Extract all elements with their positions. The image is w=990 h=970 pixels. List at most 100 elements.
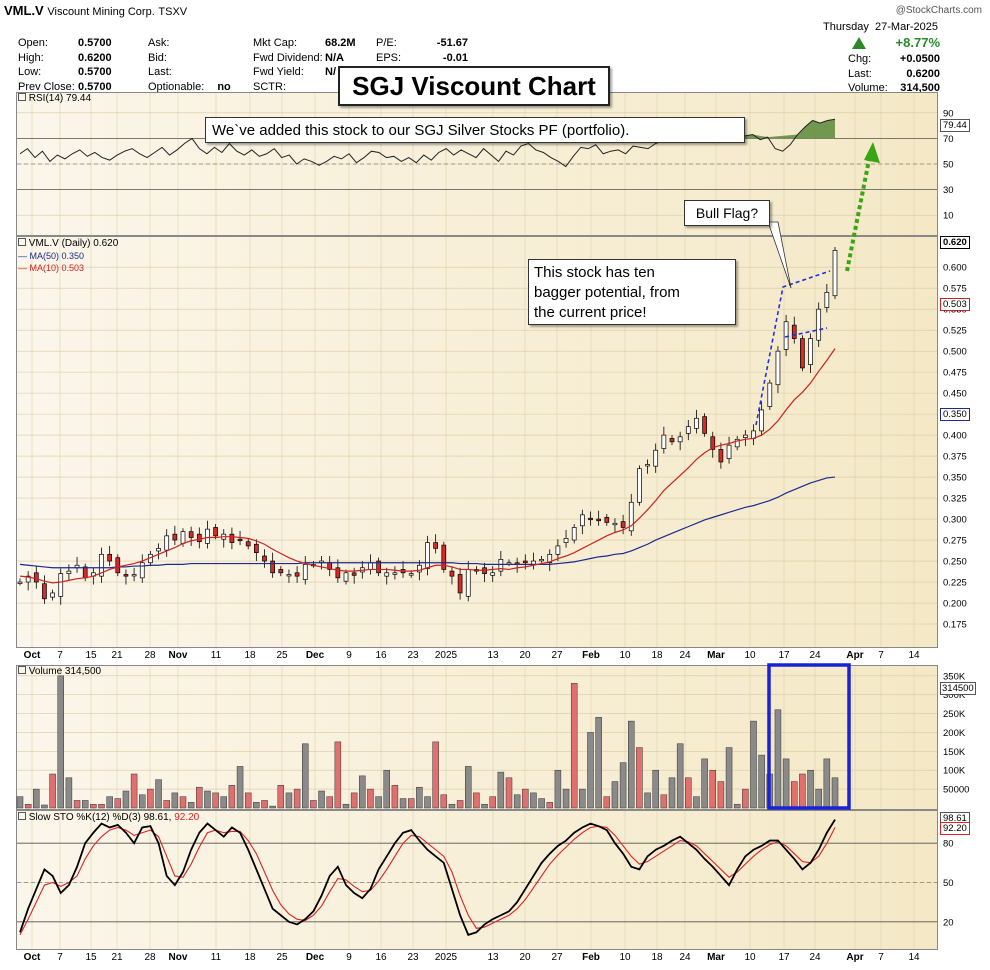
volume-highlight-box xyxy=(767,663,851,810)
price-candle xyxy=(620,521,626,528)
price-candle xyxy=(498,559,504,572)
volume-bar xyxy=(717,781,725,809)
volume-bar xyxy=(155,779,162,809)
price-tick-label: 0.175 xyxy=(943,620,967,631)
volume-bar xyxy=(815,788,822,809)
x-tick-label: 14 xyxy=(908,650,920,661)
volume-bar xyxy=(139,794,146,809)
volume-bar xyxy=(212,792,219,809)
price-candle xyxy=(465,569,471,597)
field-value: -0.01 xyxy=(442,51,468,64)
volume-bar xyxy=(310,800,317,809)
price-tick-label: 0.375 xyxy=(943,452,967,463)
price-candle xyxy=(164,535,170,551)
x-tick-label: 16 xyxy=(375,952,387,963)
price-candle xyxy=(596,518,602,522)
x-tick-label: 10 xyxy=(744,650,756,661)
x-tick-label: 23 xyxy=(407,650,419,661)
volume-bar xyxy=(636,747,643,809)
fund-field-labels: Mkt Cap: Fwd Dividend: Fwd Yield: SCTR: xyxy=(253,36,323,94)
volume-bar xyxy=(424,796,431,809)
volume-bar xyxy=(130,773,138,809)
field-label: Prev Close: xyxy=(18,80,75,93)
field-label: P/E: xyxy=(376,37,397,49)
volume-bar xyxy=(489,796,496,809)
volume-bar xyxy=(16,796,24,809)
volume-label: Volume 314,500 xyxy=(18,666,101,677)
price-candle xyxy=(196,533,202,543)
ma50-line xyxy=(19,476,836,569)
price-candle xyxy=(82,566,88,579)
volume-bar xyxy=(65,777,73,809)
x-tick-label: 20 xyxy=(519,952,531,963)
x-tick-label: 7 xyxy=(878,650,884,661)
price-candle xyxy=(694,417,699,429)
x-tick-label: 18 xyxy=(244,952,256,963)
rsi-tick-label: 30 xyxy=(943,185,954,196)
x-tick-label: 20 xyxy=(519,650,531,661)
x-tick-label: 10 xyxy=(619,952,631,963)
x-tick-label: 10 xyxy=(744,952,756,963)
volume-bar xyxy=(774,709,782,809)
price-tick-label: 0.575 xyxy=(943,284,967,295)
price-candle xyxy=(645,464,650,467)
symbol: VML.V xyxy=(4,3,44,18)
sto-d-line xyxy=(19,825,836,936)
x-tick-label: 17 xyxy=(778,650,790,661)
price-candle xyxy=(710,436,716,450)
ma10-line xyxy=(19,348,836,584)
price-candle xyxy=(33,572,39,583)
price-candle xyxy=(816,308,822,341)
volume-bar xyxy=(90,803,97,809)
price-candle xyxy=(115,557,121,574)
price-tick-label: 0.525 xyxy=(943,326,967,337)
price-candle xyxy=(702,416,707,434)
volume-bar xyxy=(538,798,545,809)
volume-bar xyxy=(73,800,81,809)
price-candle xyxy=(457,574,463,594)
fund-field-values: 68.2M N/A N/ xyxy=(325,36,356,80)
volume-bar xyxy=(799,773,806,809)
price-candle xyxy=(351,572,357,576)
volume-bar xyxy=(236,766,244,809)
stochastic-label: Slow STO %K(12) %D(3) 98.61, 92.20 xyxy=(18,812,199,823)
volume-bar xyxy=(554,769,562,809)
sto-tick-label: 80 xyxy=(943,839,954,850)
volume-bar xyxy=(277,785,285,809)
volume-bar xyxy=(399,798,407,809)
volume-bar xyxy=(709,769,716,809)
volume-bar xyxy=(33,788,40,809)
price-candle xyxy=(547,553,553,564)
sto-k-line xyxy=(19,819,836,937)
volume-bar xyxy=(448,803,456,809)
price-candle xyxy=(384,572,390,577)
bull-flag-pointer xyxy=(767,221,792,289)
volume-bar xyxy=(456,800,464,809)
price-candle xyxy=(824,292,830,308)
x-tick-label: Oct xyxy=(23,952,41,963)
volume-bar xyxy=(505,777,513,809)
volume-bar xyxy=(742,788,749,809)
price-candle xyxy=(677,436,683,443)
x-tick-label: 27 xyxy=(551,650,563,661)
field-label: Volume: xyxy=(848,82,888,94)
mid-field-labels: Ask: Bid: Last: Optionable: no xyxy=(148,36,231,94)
price-candle xyxy=(58,573,64,597)
price-panel xyxy=(16,236,938,648)
x-tick-label: Oct xyxy=(23,650,41,661)
volume-bar xyxy=(668,777,676,809)
volume-bar xyxy=(179,796,187,809)
volume-bar xyxy=(220,796,227,809)
volume-bar xyxy=(660,794,668,809)
price-candle xyxy=(726,444,732,459)
x-tick-label: 7 xyxy=(57,650,63,661)
x-tick-label: 28 xyxy=(144,650,156,661)
portfolio-note: We`ve added this stock to our SGJ Silver… xyxy=(205,117,745,143)
ma10-last-tag: 0.503 xyxy=(940,298,970,311)
price-label: VML.V (Daily) 0.620 xyxy=(18,238,118,250)
volume-bar xyxy=(302,743,309,809)
price-tick-label: 0.475 xyxy=(943,368,967,379)
price-candle xyxy=(25,575,31,583)
volume-bar xyxy=(147,788,154,809)
volume-bar xyxy=(595,717,602,809)
